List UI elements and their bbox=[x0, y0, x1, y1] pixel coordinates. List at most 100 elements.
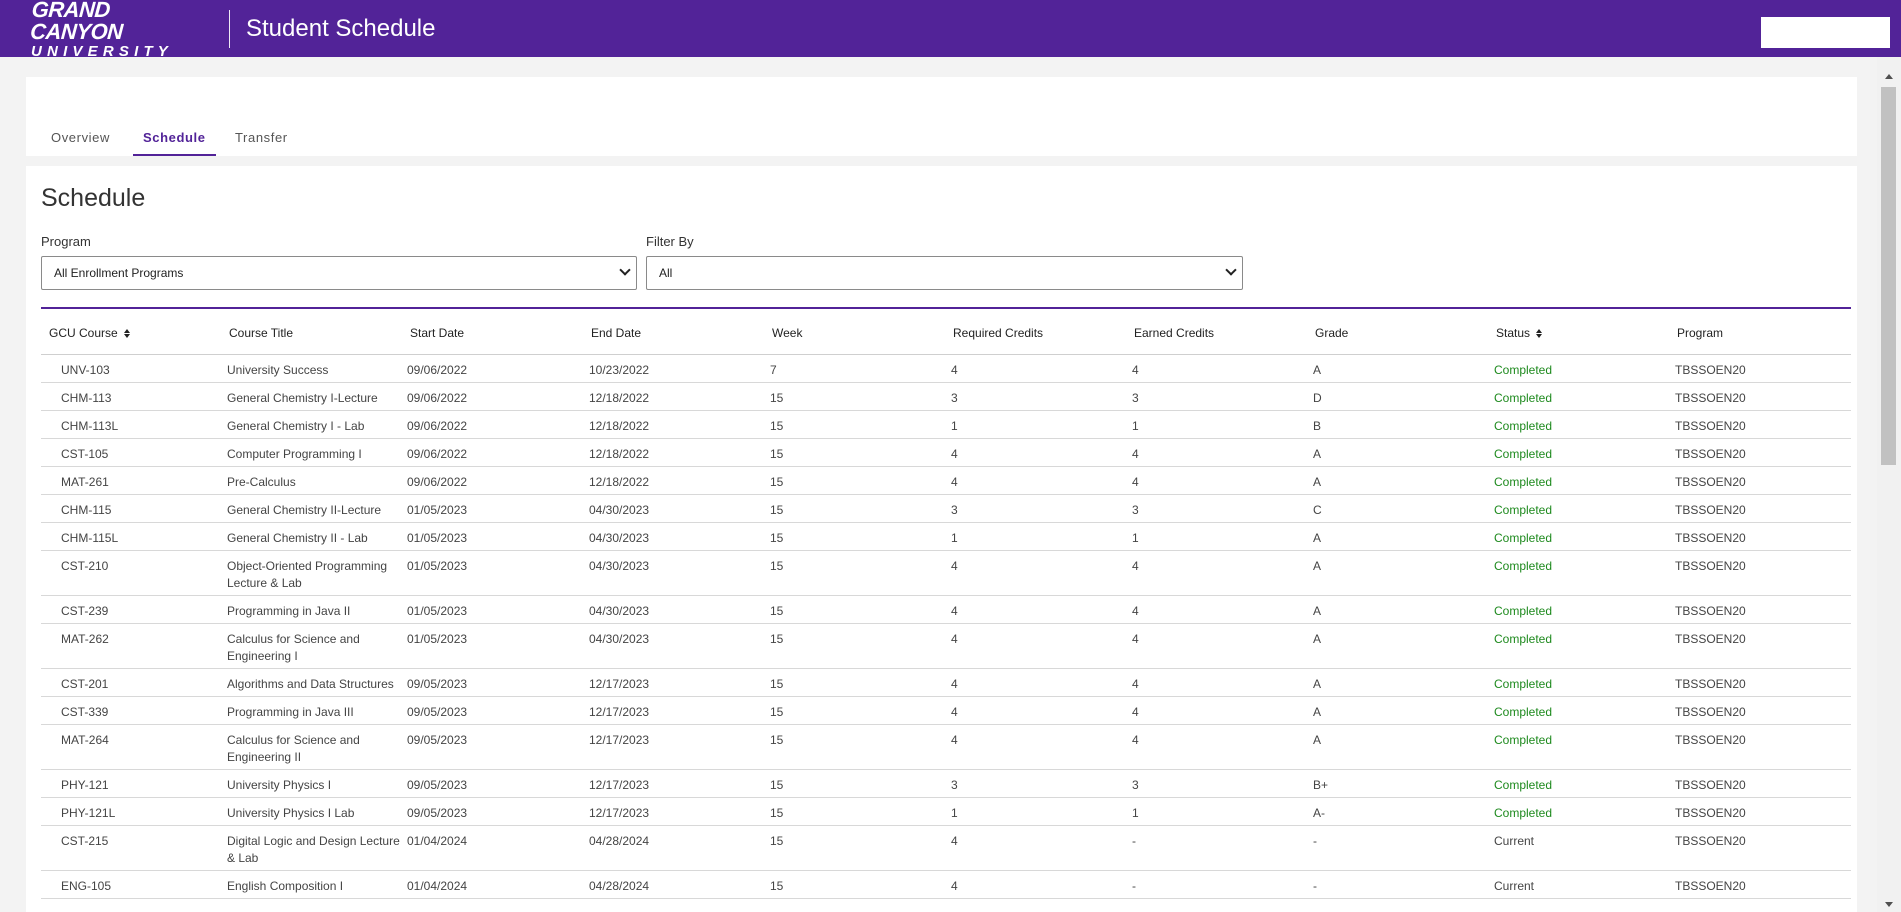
logo-line-1: GRAND CANYON bbox=[29, 0, 124, 44]
cell-week: 15 bbox=[770, 733, 784, 747]
page-scrollbar[interactable] bbox=[1877, 57, 1901, 912]
cell-grade: B+ bbox=[1313, 778, 1329, 792]
tab-schedule[interactable]: Schedule bbox=[133, 127, 216, 156]
cell-earned-credits: 3 bbox=[1132, 503, 1139, 517]
cell-program: TBSSOEN20 bbox=[1675, 503, 1746, 517]
cell-required-credits: 1 bbox=[951, 419, 958, 433]
cell-course-title: Calculus for Science and Engineering I bbox=[227, 632, 360, 663]
gcu-logo[interactable]: GRAND CANYON UNIVERSITY bbox=[29, 0, 199, 59]
cell-end-date: 12/18/2022 bbox=[589, 447, 650, 461]
cell-end-date: 12/17/2023 bbox=[589, 778, 650, 792]
cell-start-date: 09/05/2023 bbox=[407, 733, 468, 747]
header-divider bbox=[229, 9, 230, 48]
cell-program: TBSSOEN20 bbox=[1675, 806, 1746, 820]
cell-start-date: 09/06/2022 bbox=[407, 419, 468, 433]
cell-gcu-course: MAT-264 bbox=[61, 733, 109, 747]
table-row: CHM-113 General Chemistry I-Lecture 09/06/… bbox=[41, 383, 1851, 411]
cell-grade: C bbox=[1313, 503, 1322, 517]
table-row: CHM-115L General Chemistry II - Lab 01/05/… bbox=[41, 523, 1851, 551]
cell-gcu-course: CST-339 bbox=[61, 705, 109, 719]
cell-end-date: 12/17/2023 bbox=[589, 806, 650, 820]
cell-program: TBSSOEN20 bbox=[1675, 391, 1746, 405]
table-row: CST-201 Algorithms and Data Structures 09/… bbox=[41, 669, 1851, 697]
table-row: MAT-262 Calculus for Science and Engineer… bbox=[41, 624, 1851, 669]
cell-grade: D bbox=[1313, 391, 1322, 405]
cell-status: Completed bbox=[1494, 503, 1553, 517]
table-row: UNV-103 University Success 09/06/2022 10/23… bbox=[41, 355, 1851, 383]
cell-course-title: Programming in Java III bbox=[227, 705, 354, 719]
cell-start-date: 01/05/2023 bbox=[407, 632, 468, 646]
cell-program: TBSSOEN20 bbox=[1675, 475, 1746, 489]
cell-course-title: Calculus for Science and Engineering II bbox=[227, 733, 360, 764]
col-header-course-title: Course Title bbox=[229, 326, 294, 340]
cell-program: TBSSOEN20 bbox=[1675, 834, 1746, 848]
cell-required-credits: 1 bbox=[951, 531, 958, 545]
cell-course-title: General Chemistry I-Lecture bbox=[227, 391, 378, 405]
cell-gcu-course: CST-239 bbox=[61, 604, 109, 618]
cell-status: Completed bbox=[1494, 363, 1553, 377]
cell-end-date: 04/30/2023 bbox=[589, 632, 650, 646]
cell-week: 15 bbox=[770, 447, 784, 461]
cell-earned-credits: 1 bbox=[1132, 806, 1139, 820]
program-select[interactable]: All Enrollment Programs bbox=[41, 256, 637, 290]
cell-earned-credits: 1 bbox=[1132, 419, 1139, 433]
cell-week: 15 bbox=[770, 705, 784, 719]
table-row: PHY-121 University Physics I 09/05/2023 12/… bbox=[41, 770, 1851, 798]
cell-end-date: 04/30/2023 bbox=[589, 503, 650, 517]
cell-earned-credits: 4 bbox=[1132, 363, 1139, 377]
col-header-status[interactable]: Status bbox=[1496, 326, 1544, 340]
table-row: CST-339 Programming in Java III 09/05/2023… bbox=[41, 697, 1851, 725]
table-body: UNV-103 University Success 09/06/2022 10/23… bbox=[41, 355, 1851, 899]
cell-program: TBSSOEN20 bbox=[1675, 733, 1746, 747]
tabs-bar: Overview Schedule Transfer bbox=[26, 77, 1857, 156]
cell-grade: A- bbox=[1313, 806, 1325, 820]
cell-earned-credits: 4 bbox=[1132, 632, 1139, 646]
cell-required-credits: 4 bbox=[951, 733, 958, 747]
col-header-gcu-course[interactable]: GCU Course bbox=[49, 326, 132, 340]
cell-program: TBSSOEN20 bbox=[1675, 879, 1746, 893]
cell-end-date: 04/30/2023 bbox=[589, 604, 650, 618]
cell-start-date: 01/04/2024 bbox=[407, 879, 468, 893]
cell-course-title: Pre-Calculus bbox=[227, 475, 296, 489]
cell-status: Completed bbox=[1494, 778, 1553, 792]
cell-start-date: 09/05/2023 bbox=[407, 705, 468, 719]
cell-start-date: 01/04/2024 bbox=[407, 834, 468, 848]
cell-grade: A bbox=[1313, 531, 1322, 545]
cell-course-title: General Chemistry I - Lab bbox=[227, 419, 365, 433]
cell-grade: B bbox=[1313, 419, 1322, 433]
table-header: GCU Course Course Title Start Date End D… bbox=[41, 309, 1851, 355]
cell-start-date: 01/05/2023 bbox=[407, 559, 468, 573]
tab-overview[interactable]: Overview bbox=[51, 130, 110, 145]
header-search-input[interactable] bbox=[1761, 17, 1890, 48]
table-row: CHM-115 General Chemistry II-Lecture 01/05… bbox=[41, 495, 1851, 523]
cell-week: 7 bbox=[770, 363, 777, 377]
cell-program: TBSSOEN20 bbox=[1675, 677, 1746, 691]
table-row: CST-215 Digital Logic and Design Lecture … bbox=[41, 826, 1851, 871]
page-title: Schedule bbox=[41, 184, 146, 212]
cell-required-credits: 4 bbox=[951, 475, 958, 489]
cell-status: Completed bbox=[1494, 604, 1553, 618]
cell-start-date: 09/06/2022 bbox=[407, 475, 468, 489]
cell-gcu-course: PHY-121 bbox=[61, 778, 109, 792]
tab-transfer[interactable]: Transfer bbox=[235, 130, 288, 145]
cell-grade: - bbox=[1313, 834, 1317, 848]
cell-grade: A bbox=[1313, 475, 1322, 489]
cell-week: 15 bbox=[770, 419, 784, 433]
cell-week: 15 bbox=[770, 632, 784, 646]
cell-end-date: 12/17/2023 bbox=[589, 677, 650, 691]
cell-course-title: University Physics I Lab bbox=[227, 806, 355, 820]
cell-gcu-course: ENG-105 bbox=[61, 879, 112, 893]
cell-week: 15 bbox=[770, 778, 784, 792]
scroll-down-arrow-icon[interactable] bbox=[1885, 902, 1893, 907]
scrollbar-thumb[interactable] bbox=[1881, 87, 1896, 465]
cell-grade: A bbox=[1313, 363, 1322, 377]
cell-status: Completed bbox=[1494, 475, 1553, 489]
cell-earned-credits: 4 bbox=[1132, 705, 1139, 719]
cell-week: 15 bbox=[770, 834, 784, 848]
filter-select[interactable]: All bbox=[646, 256, 1243, 290]
scroll-up-arrow-icon[interactable] bbox=[1885, 74, 1893, 79]
logo-line-2: UNIVERSITY bbox=[31, 42, 174, 60]
program-select-value: All Enrollment Programs bbox=[54, 266, 184, 280]
sort-icon bbox=[1536, 329, 1544, 338]
cell-course-title: General Chemistry II-Lecture bbox=[227, 503, 382, 517]
